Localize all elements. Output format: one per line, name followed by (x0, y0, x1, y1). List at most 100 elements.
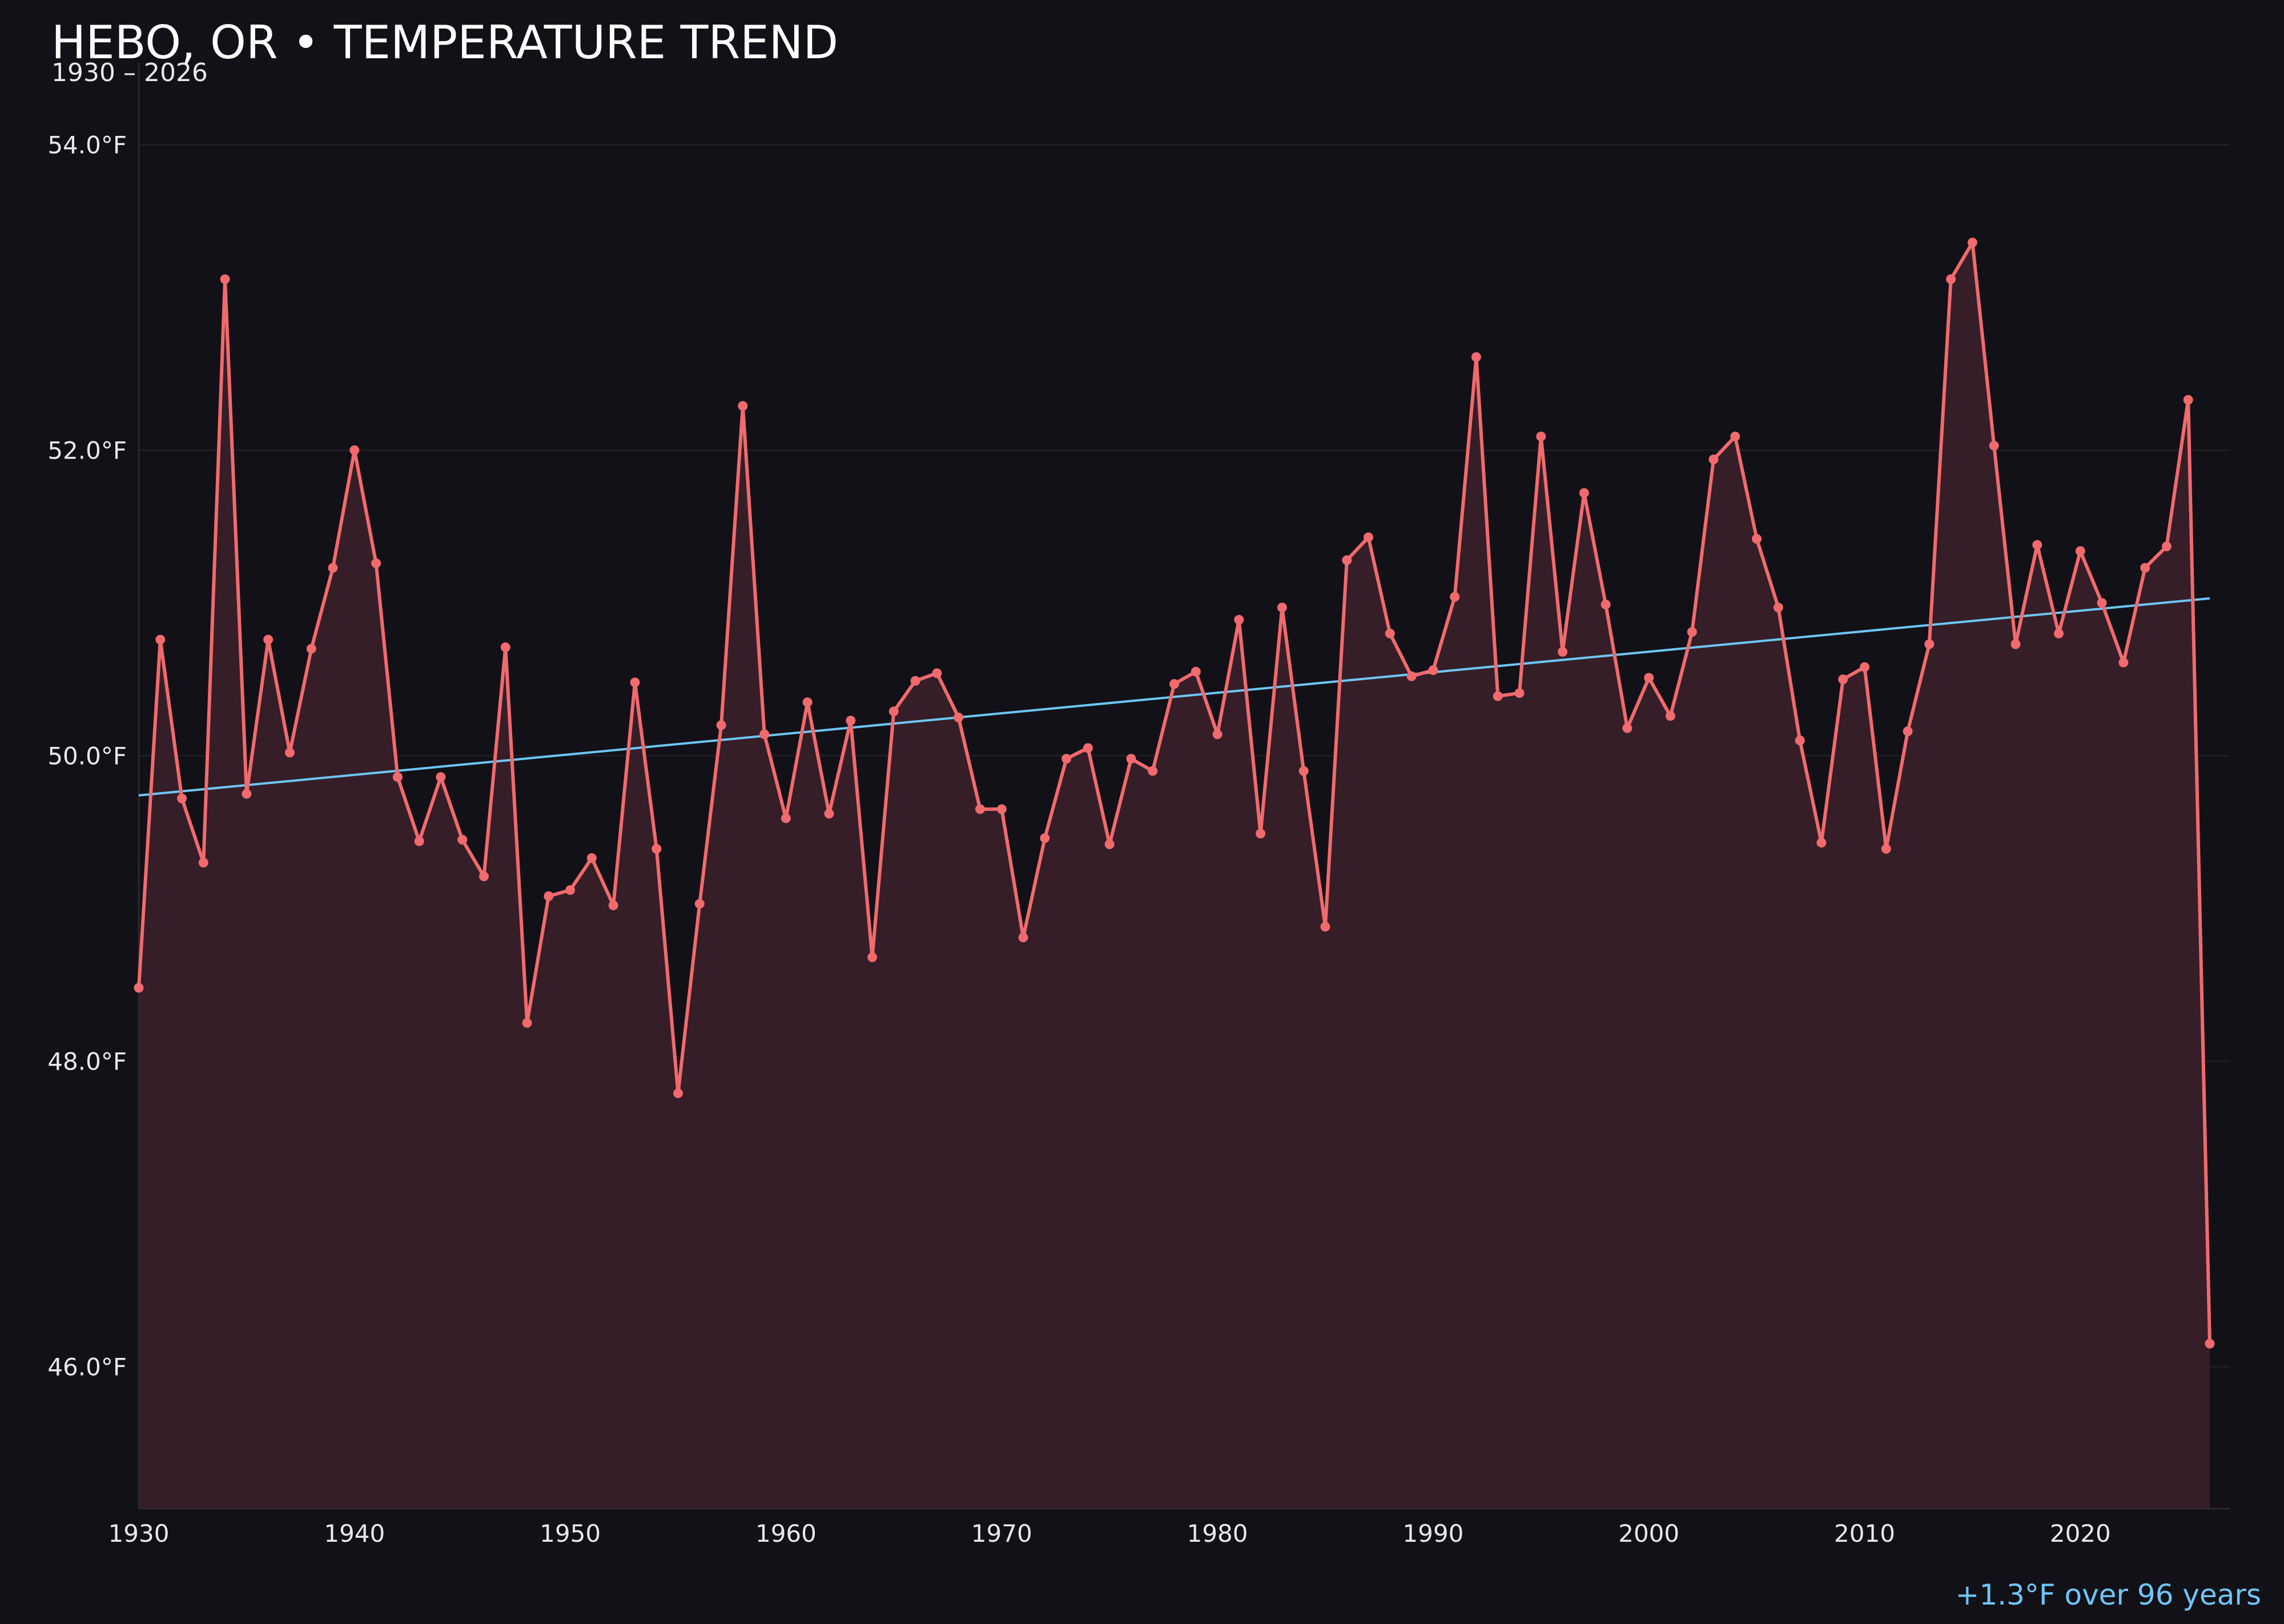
data-point (2161, 541, 2172, 552)
data-point (1989, 440, 1999, 451)
data-point (414, 836, 424, 846)
data-point (479, 871, 489, 882)
data-point (1622, 723, 1632, 733)
data-point (1256, 829, 1266, 839)
chart-title: HEBO, OR • TEMPERATURE TREND (51, 16, 839, 69)
data-point (630, 677, 640, 688)
x-tick-label: 1950 (540, 1520, 601, 1547)
trendline-layer (138, 597, 2210, 797)
data-point (392, 772, 403, 782)
data-point (1752, 534, 1762, 544)
data-point (1126, 754, 1136, 764)
x-tick-label: 1930 (108, 1520, 170, 1547)
data-point (263, 634, 274, 645)
data-point (954, 713, 964, 722)
area-fill-layer (139, 242, 2210, 1509)
y-tick-labels: 46.0°F 48.0°F 50.0°F 52.0°F 54.0°F (47, 131, 127, 1381)
y-tick-label: 46.0°F (47, 1353, 127, 1381)
data-point (177, 793, 187, 803)
data-point (975, 804, 985, 814)
x-tick-label: 2000 (1618, 1520, 1679, 1547)
data-point (802, 697, 813, 708)
data-point (738, 401, 748, 411)
data-points (134, 238, 2215, 1349)
data-point (457, 835, 468, 845)
data-point (1277, 602, 1287, 613)
data-point (1342, 555, 1352, 565)
data-point (1795, 735, 1805, 746)
data-point (1040, 833, 1050, 843)
data-point (134, 983, 144, 993)
data-point (781, 813, 791, 823)
data-point (2075, 546, 2085, 556)
data-point (1708, 455, 1719, 464)
data-point (1018, 932, 1028, 943)
area-fill (139, 242, 2210, 1509)
axes (138, 63, 2230, 1510)
data-point (1816, 838, 1827, 848)
data-point (1406, 671, 1417, 681)
y-tick-label: 54.0°F (47, 131, 127, 159)
data-point (1428, 665, 1438, 676)
y-tick-label: 48.0°F (47, 1047, 127, 1075)
data-point (1364, 532, 1373, 542)
data-point (1860, 662, 1869, 672)
data-point (2010, 639, 2021, 649)
data-point (285, 747, 295, 758)
y-tick-label: 50.0°F (47, 742, 127, 770)
data-point (1104, 839, 1115, 849)
data-point (1666, 711, 1675, 721)
x-tick-label: 2020 (2050, 1520, 2111, 1547)
data-point (2054, 628, 2064, 638)
data-point (220, 274, 230, 284)
data-point (328, 562, 338, 573)
data-point (1450, 592, 1460, 602)
data-point (1234, 614, 1244, 625)
data-point (371, 558, 381, 568)
data-point (1903, 726, 1913, 737)
data-point (1601, 600, 1611, 610)
data-point (1558, 647, 1568, 657)
data-point (1881, 844, 1891, 854)
data-point (759, 729, 770, 739)
data-point (1514, 688, 1525, 698)
data-point (1191, 666, 1201, 677)
x-tick-label: 1970 (971, 1520, 1032, 1547)
data-point (867, 952, 878, 962)
data-point (716, 720, 726, 730)
data-point (1730, 431, 1740, 441)
x-tick-label: 1960 (755, 1520, 817, 1547)
y-tick-label: 52.0°F (47, 436, 127, 464)
data-point (1493, 691, 1503, 701)
data-point (349, 445, 360, 455)
data-point (1536, 431, 1546, 441)
data-point (1967, 238, 1977, 248)
data-point (1946, 274, 1956, 284)
data-point (1061, 754, 1072, 764)
chart-subtitle: 1930 – 2026 (51, 58, 208, 87)
data-point (2140, 562, 2150, 573)
data-point (673, 1088, 683, 1098)
data-point (1924, 639, 1935, 649)
data-point (2205, 1338, 2215, 1349)
data-point (1471, 352, 1481, 362)
data-point (1579, 488, 1589, 498)
data-point (1687, 627, 1697, 637)
data-point (2097, 598, 2107, 608)
data-point (1773, 602, 1783, 613)
data-point (155, 634, 166, 645)
data-point (500, 642, 510, 652)
data-point (1298, 766, 1309, 776)
data-point (1838, 674, 1848, 685)
data-point (652, 844, 662, 854)
data-point (1169, 679, 1179, 689)
data-point (306, 644, 316, 654)
data-point (2032, 540, 2042, 550)
trendline (138, 597, 2210, 797)
data-point (824, 809, 834, 819)
data-point (242, 789, 252, 799)
data-point (1212, 729, 1223, 739)
data-point (846, 715, 856, 726)
x-tick-label: 1940 (324, 1520, 385, 1547)
